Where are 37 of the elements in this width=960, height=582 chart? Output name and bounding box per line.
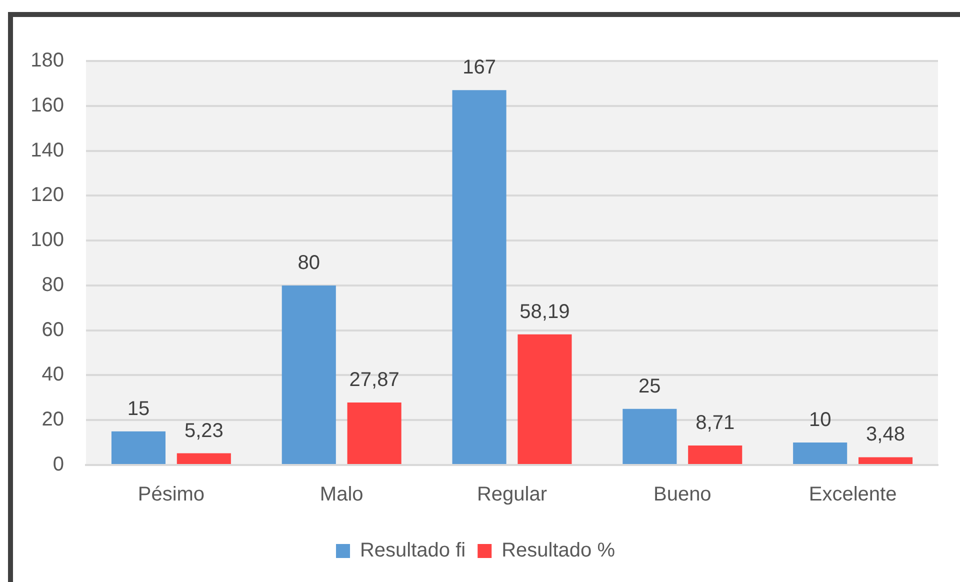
y-tick-label: 160 xyxy=(30,94,64,116)
x-tick-label: Malo xyxy=(320,484,364,506)
y-tick-label: 140 xyxy=(30,139,64,162)
bar xyxy=(282,285,336,464)
data-label: 167 xyxy=(462,56,496,79)
data-label: 8,71 xyxy=(696,412,735,434)
x-tick-label: Bueno xyxy=(653,484,712,506)
y-tick-label: 120 xyxy=(30,184,64,206)
data-label: 5,23 xyxy=(184,420,224,442)
data-label: 27,87 xyxy=(349,368,400,391)
y-tick-label: 60 xyxy=(42,318,64,341)
y-tick-label: 20 xyxy=(42,408,64,431)
data-label: 80 xyxy=(298,252,320,274)
data-label: 3,48 xyxy=(866,424,905,446)
bar xyxy=(111,431,166,464)
bar xyxy=(793,442,848,464)
bar xyxy=(176,453,231,464)
y-tick-label: 180 xyxy=(30,50,64,72)
data-label: 58,19 xyxy=(520,300,570,323)
y-tick-label: 40 xyxy=(42,364,64,386)
y-tick-label: 100 xyxy=(30,229,64,252)
data-label: 25 xyxy=(638,375,661,398)
data-label: 10 xyxy=(808,409,832,432)
bar xyxy=(858,457,913,464)
bar xyxy=(452,90,506,464)
data-label: 15 xyxy=(127,398,150,420)
bar xyxy=(347,402,402,464)
legend-label: Resultado fi xyxy=(360,540,466,562)
x-tick-label: Excelente xyxy=(808,484,897,506)
x-tick-label: Pésimo xyxy=(138,484,205,506)
bar xyxy=(622,408,677,464)
y-tick-label: 0 xyxy=(52,454,64,476)
legend-label: Resultado % xyxy=(502,540,616,562)
bar xyxy=(688,445,742,464)
y-tick-label: 80 xyxy=(42,274,64,296)
bar xyxy=(518,334,572,464)
x-tick-label: Regular xyxy=(476,484,548,506)
